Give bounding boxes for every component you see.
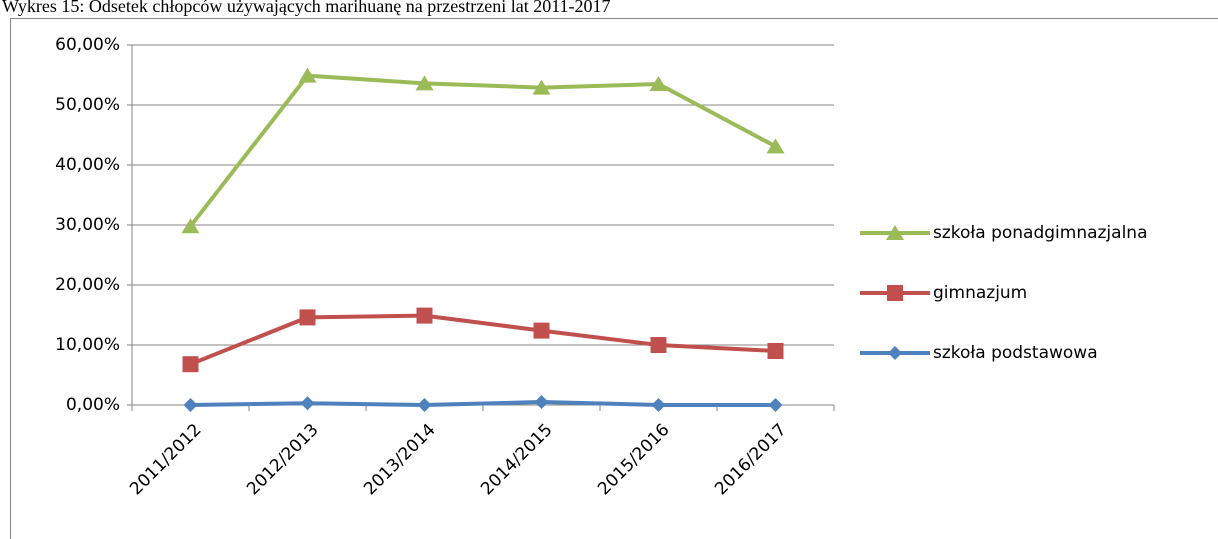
point-marker bbox=[767, 343, 784, 359]
point-marker bbox=[183, 398, 198, 412]
y-tick-label: 0,00% bbox=[66, 395, 120, 415]
legend-label: szkoła podstawowa bbox=[933, 343, 1098, 363]
point-marker bbox=[299, 309, 316, 326]
y-tick-label: 60,00% bbox=[55, 35, 120, 55]
point-marker bbox=[182, 356, 199, 373]
point-marker bbox=[649, 76, 668, 91]
point-marker bbox=[651, 398, 666, 412]
chart-title: Wykres 15: Odsetek chłopców używających … bbox=[2, 0, 611, 16]
point-marker bbox=[298, 67, 317, 83]
point-marker bbox=[532, 79, 551, 95]
legend-label: szkoła ponadgimnazjalna bbox=[933, 223, 1148, 243]
legend-label: gimnazjum bbox=[933, 283, 1027, 303]
point-marker bbox=[533, 322, 550, 339]
y-tick-label: 50,00% bbox=[55, 95, 120, 115]
point-marker bbox=[886, 225, 904, 240]
point-marker bbox=[534, 395, 549, 409]
point-marker bbox=[417, 398, 432, 412]
series-line bbox=[190, 400, 776, 407]
point-marker bbox=[416, 307, 433, 324]
point-marker bbox=[415, 75, 434, 91]
point-marker bbox=[766, 138, 785, 154]
point-marker bbox=[887, 285, 903, 301]
series-line bbox=[189, 313, 776, 367]
point-marker bbox=[768, 398, 783, 412]
chart-frame bbox=[10, 18, 1218, 539]
point-marker bbox=[650, 337, 667, 353]
point-marker bbox=[300, 396, 315, 411]
point-marker bbox=[181, 218, 200, 234]
y-tick-label: 20,00% bbox=[55, 275, 120, 295]
y-tick-label: 30,00% bbox=[55, 215, 120, 235]
y-tick-label: 10,00% bbox=[55, 335, 120, 355]
series-line bbox=[188, 73, 777, 228]
y-tick-label: 40,00% bbox=[55, 155, 120, 175]
point-marker bbox=[888, 346, 902, 360]
title-backdrop bbox=[0, 0, 1218, 17]
